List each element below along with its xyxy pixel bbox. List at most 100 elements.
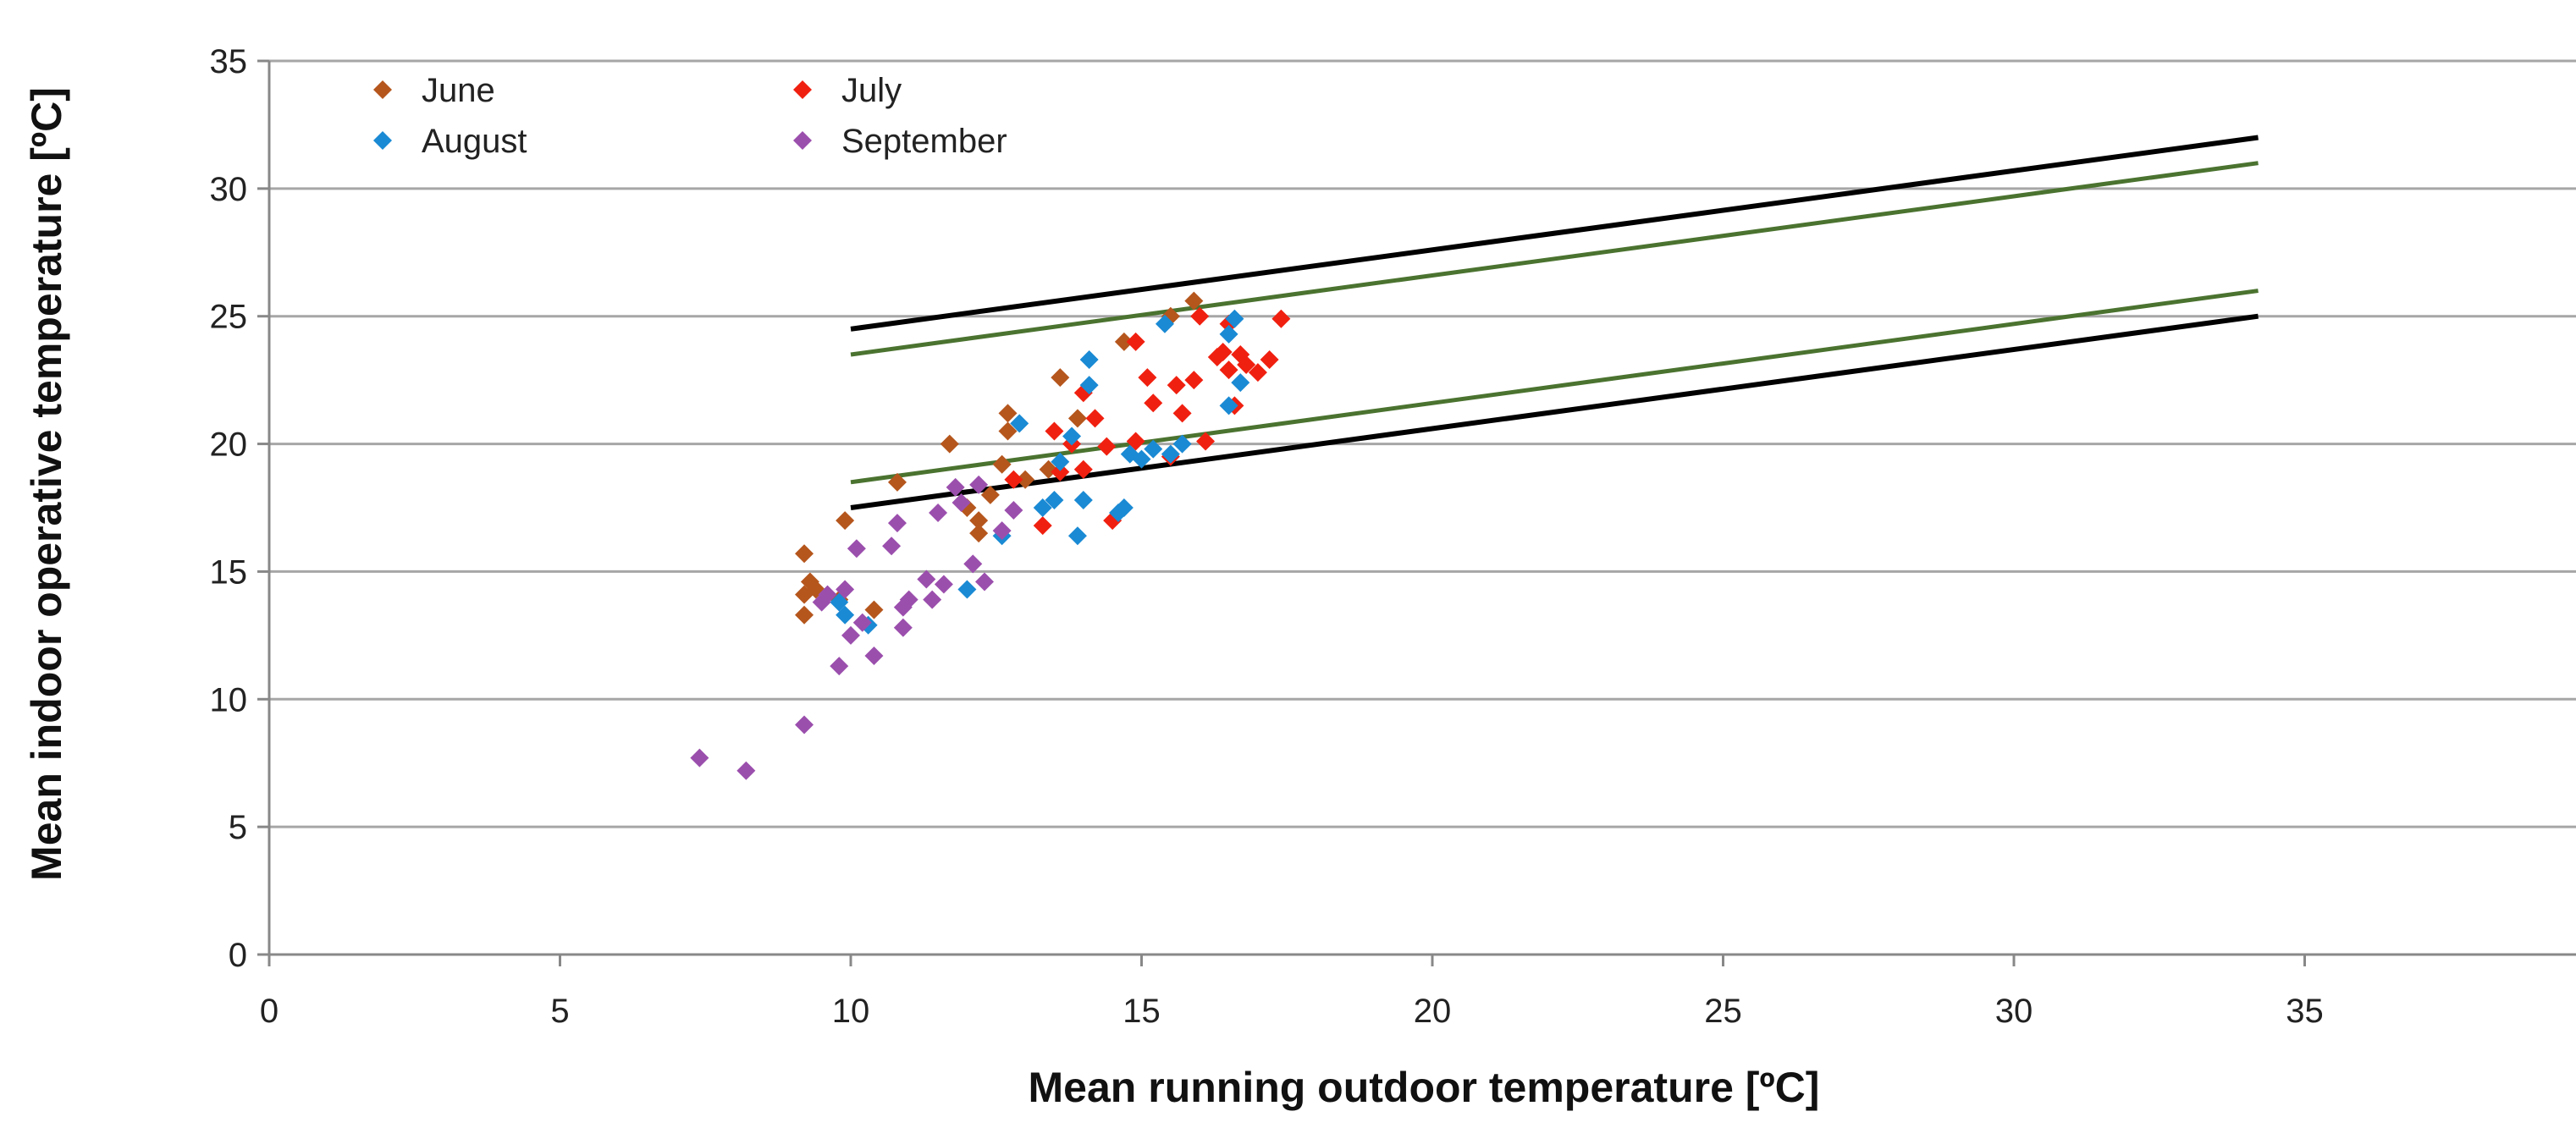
lower-limit-inner-line bbox=[850, 289, 2259, 485]
legend-marker-june bbox=[373, 80, 392, 99]
july-point bbox=[1085, 409, 1105, 428]
july-point bbox=[1237, 355, 1256, 375]
september-point bbox=[882, 536, 902, 556]
july-point bbox=[1126, 332, 1145, 351]
august-point bbox=[1231, 373, 1250, 393]
july-point bbox=[1260, 350, 1279, 370]
axes bbox=[257, 59, 2576, 966]
august-point bbox=[1219, 396, 1238, 415]
september-point bbox=[864, 646, 884, 665]
x-tick-label: 30 bbox=[1995, 993, 2033, 1030]
legend-marker-july bbox=[793, 80, 812, 99]
july-point bbox=[1196, 432, 1216, 451]
june-point bbox=[969, 511, 989, 531]
y-tick-label: 10 bbox=[210, 681, 248, 718]
august-point bbox=[1033, 498, 1052, 517]
y-tick-label: 35 bbox=[210, 43, 248, 80]
legend-label-july: July bbox=[841, 72, 902, 109]
september-point bbox=[899, 590, 918, 609]
august-point bbox=[1225, 309, 1244, 328]
july-point bbox=[1033, 516, 1052, 536]
september-point bbox=[887, 514, 907, 533]
august-point bbox=[957, 580, 977, 599]
august-point bbox=[1144, 439, 1163, 459]
august-point bbox=[836, 605, 855, 625]
upper-limit-inner-line bbox=[850, 161, 2259, 357]
august-point bbox=[1073, 490, 1093, 509]
august-point bbox=[1155, 314, 1174, 333]
x-tick-label: 10 bbox=[832, 993, 870, 1030]
june-point bbox=[795, 605, 814, 625]
august-point bbox=[1079, 376, 1099, 395]
legend-label-september: September bbox=[841, 123, 1007, 160]
july-point bbox=[1004, 470, 1023, 489]
august-point bbox=[1062, 426, 1082, 446]
legend-label-august: August bbox=[422, 123, 527, 160]
july-point bbox=[1051, 462, 1070, 481]
august-point bbox=[1045, 490, 1064, 509]
gridlines bbox=[269, 59, 2576, 828]
september-point bbox=[963, 554, 983, 574]
june-point bbox=[864, 600, 884, 619]
y-tick-label: 15 bbox=[210, 553, 248, 591]
september-point bbox=[946, 477, 965, 497]
august-point bbox=[1067, 526, 1087, 546]
september-point bbox=[923, 590, 942, 609]
september-point bbox=[830, 657, 849, 676]
june-point bbox=[1016, 470, 1035, 489]
y-tick-label: 20 bbox=[210, 426, 248, 464]
july-point bbox=[1045, 421, 1064, 441]
july-point bbox=[1213, 342, 1233, 361]
september-point bbox=[992, 521, 1012, 541]
july-point bbox=[1248, 363, 1267, 382]
x-tick-label: 25 bbox=[1704, 993, 1742, 1030]
june-point bbox=[1051, 368, 1070, 388]
september-point bbox=[952, 492, 971, 512]
august-point bbox=[1161, 444, 1180, 464]
august-point bbox=[1132, 449, 1151, 469]
june-point bbox=[998, 421, 1018, 441]
july-point bbox=[1184, 371, 1204, 390]
x-axis-title: Mean running outdoor temperature [ºC] bbox=[1029, 1064, 1820, 1111]
july-point bbox=[1144, 393, 1163, 413]
june-point bbox=[980, 485, 1000, 504]
september-point bbox=[795, 715, 814, 735]
august-point bbox=[1079, 350, 1099, 370]
y-tick-label: 5 bbox=[229, 809, 247, 846]
july-point bbox=[1172, 404, 1192, 423]
legend-marker-august bbox=[373, 131, 392, 150]
legend: June July August September bbox=[373, 72, 1007, 160]
june-point bbox=[836, 511, 855, 531]
x-tick-label: 35 bbox=[2286, 993, 2324, 1030]
july-point bbox=[1190, 306, 1210, 326]
september-point bbox=[975, 572, 995, 592]
september-point bbox=[847, 539, 866, 558]
september-point bbox=[1004, 501, 1023, 520]
june-point bbox=[795, 544, 814, 564]
august-point bbox=[1219, 324, 1238, 344]
september-point bbox=[818, 585, 837, 604]
august-point bbox=[1010, 414, 1029, 433]
june-point bbox=[1114, 332, 1134, 351]
july-point bbox=[1219, 360, 1238, 380]
august-point bbox=[1114, 498, 1134, 517]
july-point bbox=[1271, 309, 1291, 328]
x-tick-labels: 0510152025303540 bbox=[260, 993, 2324, 1030]
june-point bbox=[992, 454, 1012, 474]
y-axis-title: Mean indoor operative temperature [ºC] bbox=[23, 87, 70, 881]
august-point bbox=[1051, 452, 1070, 471]
june-point bbox=[969, 524, 989, 543]
june-point bbox=[887, 472, 907, 492]
september-point bbox=[736, 761, 756, 780]
september-point bbox=[934, 575, 953, 594]
y-tick-label: 0 bbox=[229, 937, 247, 974]
legend-marker-september bbox=[793, 131, 812, 150]
june-point bbox=[940, 434, 959, 454]
upper-limit-outer-line bbox=[850, 135, 2259, 332]
july-point bbox=[1167, 376, 1186, 395]
september-point bbox=[893, 618, 913, 637]
y-tick-label: 30 bbox=[210, 171, 248, 208]
july-point bbox=[1097, 437, 1117, 456]
september-point bbox=[841, 625, 860, 645]
